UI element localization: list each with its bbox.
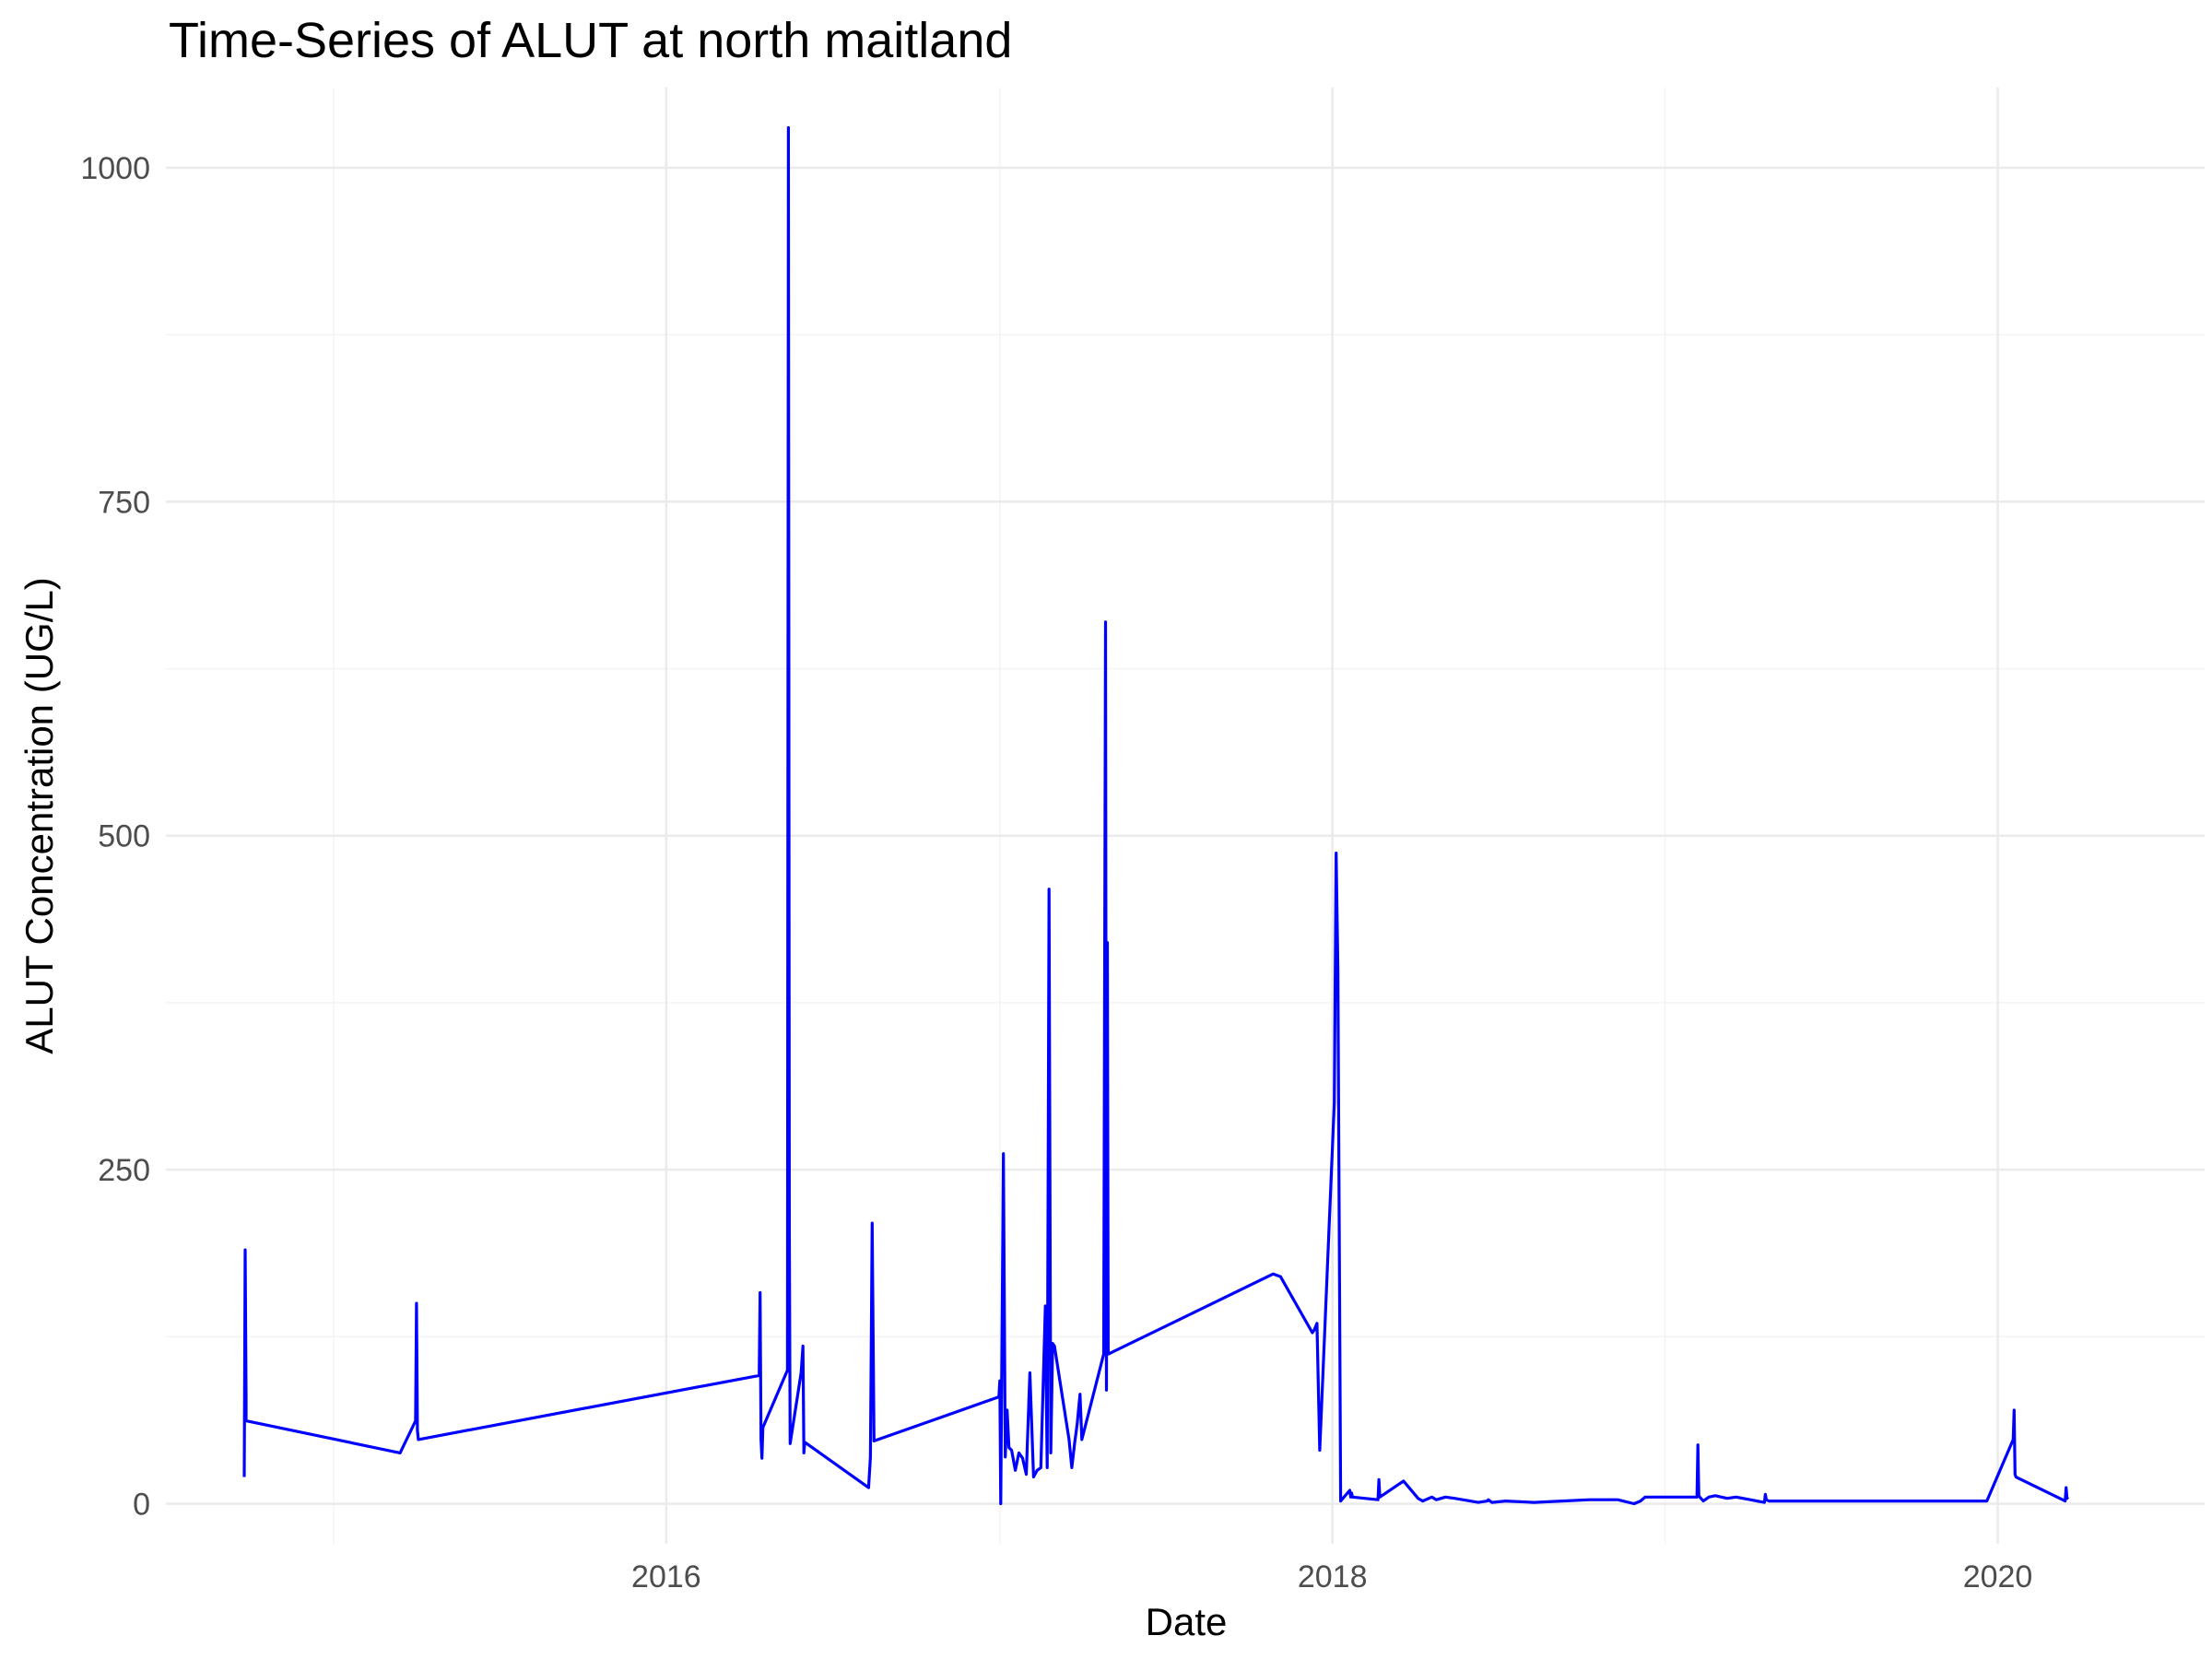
x-axis-title: Date (1146, 1600, 1228, 1643)
y-tick-label: 250 (98, 1153, 150, 1188)
x-tick-label: 2020 (1963, 1559, 2033, 1594)
series-layer (242, 125, 2070, 1506)
y-tick-label: 0 (133, 1488, 150, 1523)
x-tick-label: 2018 (1298, 1559, 1368, 1594)
x-tick-label: 2016 (631, 1559, 701, 1594)
tick-labels: 0 250 500 750 1000 2016 2018 2020 (80, 151, 2032, 1594)
y-tick-label: 750 (98, 485, 150, 520)
grid (166, 88, 2205, 1544)
series-line (242, 125, 2070, 1506)
y-axis-title: ALUT Concentration (UG/L) (18, 577, 61, 1053)
y-tick-label: 500 (98, 819, 150, 854)
chart-title: Time-Series of ALUT at north maitland (169, 13, 1012, 68)
y-tick-label: 1000 (80, 151, 150, 186)
